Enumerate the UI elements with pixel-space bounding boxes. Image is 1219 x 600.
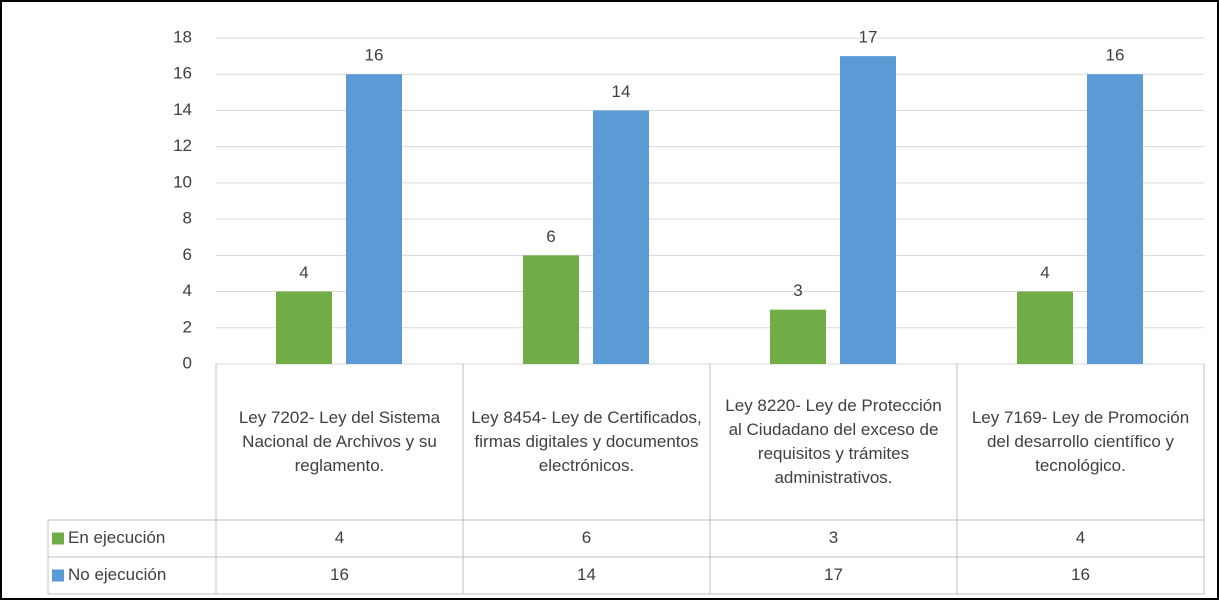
bar <box>346 74 402 364</box>
bar <box>840 56 896 364</box>
table-value: 16 <box>330 565 349 584</box>
data-label: 16 <box>365 46 384 65</box>
table-value: 6 <box>582 528 591 547</box>
category-cell: Ley 7202- Ley del Sistema Nacional de Ar… <box>238 408 441 475</box>
data-label: 4 <box>1040 263 1049 282</box>
data-label: 6 <box>546 227 555 246</box>
x-tick-label: Ley 7202- Ley del Sistema Nacional de Ar… <box>238 408 441 475</box>
y-tick-label: 18 <box>173 27 192 46</box>
bar <box>770 309 826 364</box>
x-tick-label: Ley 7169- Ley de Promoción del desarroll… <box>971 408 1190 475</box>
data-label: 4 <box>299 263 308 282</box>
data-label: 14 <box>612 82 631 101</box>
bar <box>1017 291 1073 364</box>
legend-swatch <box>52 532 64 545</box>
bar <box>593 110 649 364</box>
table-value: 4 <box>335 528 344 547</box>
table-value: 3 <box>829 528 838 547</box>
y-tick-label: 10 <box>173 172 192 191</box>
legend-label: En ejecución <box>68 528 165 547</box>
bar <box>523 255 579 364</box>
data-label: 16 <box>1106 46 1125 65</box>
bar <box>276 291 332 364</box>
y-tick-label: 6 <box>183 245 192 264</box>
y-tick-label: 0 <box>183 353 192 372</box>
bar <box>1087 74 1143 364</box>
legend-swatch <box>52 569 64 582</box>
table-value: 4 <box>1076 528 1085 547</box>
table-value: 14 <box>577 565 596 584</box>
y-tick-label: 8 <box>183 209 192 228</box>
legend-label: No ejecución <box>68 565 166 584</box>
x-tick-label: Ley 8454- Ley de Certificados, firmas di… <box>471 408 702 475</box>
y-tick-label: 2 <box>183 317 192 336</box>
category-cell: Ley 7169- Ley de Promoción del desarroll… <box>971 408 1190 475</box>
y-tick-label: 16 <box>173 64 192 83</box>
x-tick-label: Ley 8220- Ley de Protección al Ciudadano… <box>725 396 942 487</box>
data-label: 3 <box>793 281 802 300</box>
table-value: 16 <box>1071 565 1090 584</box>
y-tick-label: 14 <box>173 100 192 119</box>
y-tick-label: 12 <box>173 136 192 155</box>
category-cell: Ley 8220- Ley de Protección al Ciudadano… <box>725 396 942 487</box>
category-cell: Ley 8454- Ley de Certificados, firmas di… <box>471 408 702 475</box>
y-tick-label: 4 <box>183 281 192 300</box>
data-label: 17 <box>859 28 878 47</box>
table-value: 17 <box>824 565 843 584</box>
